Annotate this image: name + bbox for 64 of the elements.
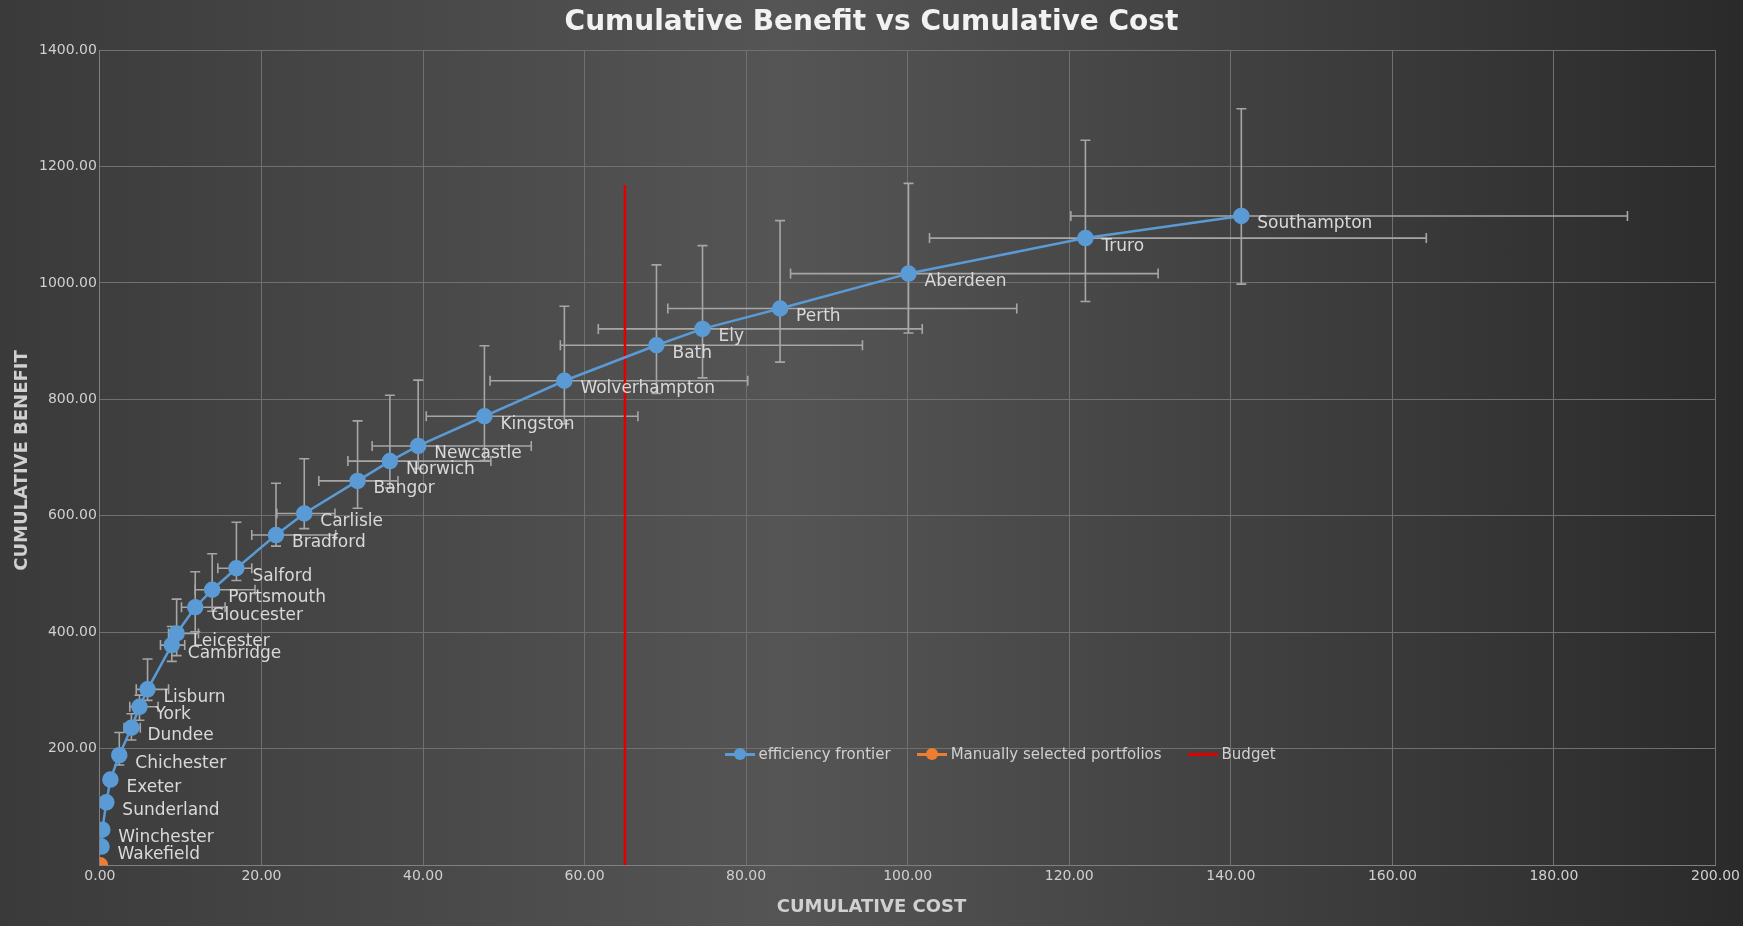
annotation: Wakefield — [117, 842, 201, 863]
annotation: Sunderland — [122, 798, 220, 819]
x-tick-label: 160.00 — [1367, 867, 1417, 884]
point — [476, 408, 493, 425]
annotation: Exeter — [126, 776, 182, 797]
y-axis-title: CUMULATIVE BENEFIT — [9, 349, 31, 573]
point — [771, 300, 789, 317]
legend-label: efficiency frontier — [758, 745, 891, 764]
point — [111, 746, 128, 764]
point — [1077, 229, 1094, 247]
point — [1233, 207, 1250, 225]
y-tick-label: 800.00 — [47, 390, 97, 407]
point — [900, 265, 917, 282]
x-axis-title: CUMULATIVE COST — [775, 895, 968, 916]
point — [648, 336, 665, 354]
x-tick-label: 40.00 — [402, 867, 444, 884]
y-tick-label: 1000.00 — [38, 273, 97, 290]
annotation: Lisburn — [163, 685, 226, 706]
point — [102, 771, 119, 788]
annotation: York — [154, 703, 191, 724]
point — [349, 472, 366, 490]
x-tick-label: 80.00 — [726, 867, 767, 884]
annotation: Chichester — [135, 751, 227, 772]
x-tick-label: 120.00 — [1044, 867, 1094, 884]
point — [139, 681, 156, 698]
point — [168, 625, 185, 642]
annotation: Kingston — [500, 412, 575, 433]
annotation: Norwich — [405, 457, 475, 478]
y-tick-label: 1200.00 — [38, 157, 97, 174]
annotation: Salford — [252, 564, 313, 585]
point — [409, 437, 427, 455]
annotation: Bangor — [373, 477, 435, 498]
x-tick-label: 0.00 — [84, 867, 116, 884]
point — [381, 452, 399, 470]
point — [99, 794, 115, 811]
point — [186, 599, 204, 616]
x-tick-label: 140.00 — [1206, 867, 1256, 884]
y-tick-label: 200.00 — [47, 739, 97, 756]
x-tick-label: 60.00 — [564, 867, 605, 884]
point — [267, 526, 285, 544]
annotation: Dundee — [147, 724, 214, 745]
y-tick-label: 1400.00 — [38, 40, 97, 57]
annotation: Carlisle — [320, 509, 384, 530]
point — [296, 505, 313, 522]
legend-label: Manually selected portfolios — [950, 745, 1162, 764]
annotation: Perth — [796, 304, 841, 325]
annotation: Southampton — [1257, 212, 1373, 233]
point — [556, 372, 573, 389]
annotation: Aberdeen — [924, 270, 1007, 291]
y-tick-label: 600.00 — [47, 506, 97, 523]
annotation: Truro — [1100, 234, 1145, 255]
chart-title: Cumulative Benefit vs Cumulative Cost — [563, 4, 1180, 37]
x-tick-label: 100.00 — [883, 867, 933, 884]
point — [228, 559, 245, 577]
x-tick-label: 180.00 — [1529, 867, 1579, 884]
x-tick-label: 20.00 — [241, 867, 282, 884]
legend-label: Budget — [1221, 745, 1276, 764]
annotation: Bradford — [292, 531, 366, 552]
point — [694, 320, 711, 338]
point — [203, 581, 221, 599]
x-tick-label: 200.00 — [1691, 867, 1741, 884]
point — [131, 698, 148, 716]
y-tick-label: 400.00 — [47, 622, 97, 639]
annotation: Ely — [718, 325, 745, 346]
